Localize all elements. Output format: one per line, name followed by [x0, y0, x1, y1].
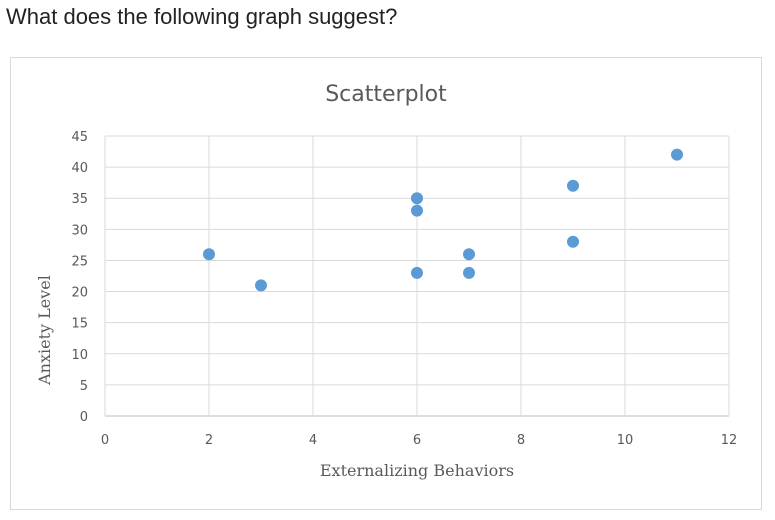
- x-tick-label: 4: [309, 433, 317, 448]
- data-point: [463, 248, 475, 261]
- data-point: [567, 179, 579, 192]
- x-tick-label: 2: [205, 433, 213, 448]
- x-tick-label: 12: [721, 433, 738, 448]
- chart-title: Scatterplot: [325, 82, 447, 107]
- y-tick-labels: 0 5 10 15 20 25 30 35 40 45: [71, 130, 88, 425]
- y-tick-label: 30: [71, 223, 88, 238]
- y-tick-label: 15: [71, 317, 88, 332]
- data-point: [255, 279, 267, 292]
- x-axis-title: Externalizing Behaviors: [320, 461, 514, 480]
- y-tick-label: 25: [71, 254, 88, 269]
- data-point: [411, 266, 423, 279]
- data-points: [203, 148, 683, 292]
- y-tick-label: 5: [80, 379, 88, 394]
- data-point: [463, 266, 475, 279]
- x-tick-label: 6: [413, 433, 421, 448]
- data-point: [203, 248, 215, 261]
- y-tick-label: 10: [71, 348, 88, 363]
- y-tick-label: 40: [71, 161, 88, 176]
- x-tick-labels: 0 2 4 6 8 10 12: [101, 433, 737, 448]
- data-point: [567, 235, 579, 248]
- y-tick-label: 35: [71, 192, 88, 207]
- x-tick-label: 8: [517, 433, 525, 448]
- question-text: What does the following graph suggest?: [6, 4, 398, 29]
- x-tick-label: 10: [617, 433, 634, 448]
- x-tick-label: 0: [101, 433, 109, 448]
- y-tick-label: 20: [71, 286, 88, 301]
- data-point: [411, 192, 423, 205]
- y-tick-label: 0: [80, 410, 88, 425]
- y-axis-title: Anxiety Level: [35, 275, 54, 386]
- data-point: [671, 148, 683, 161]
- chart-frame: [10, 57, 762, 510]
- y-tick-label: 45: [71, 130, 88, 145]
- gridlines: [104, 135, 730, 417]
- data-point: [411, 204, 423, 217]
